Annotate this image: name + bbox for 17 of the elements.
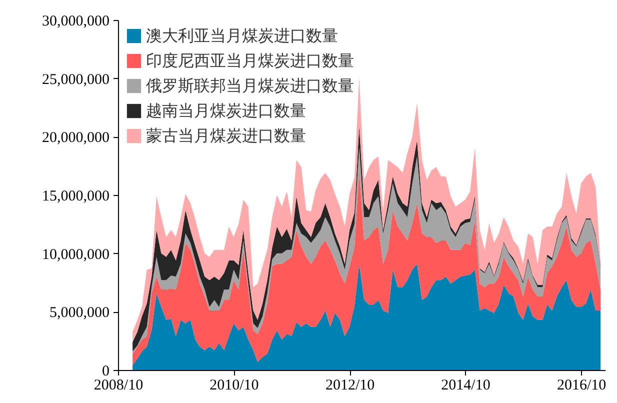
legend-label: 蒙古当月煤炭进口数量 [146,127,306,145]
legend-label: 越南当月煤炭进口数量 [146,102,306,120]
y-tick-label: 20,000,000 [42,130,110,146]
x-tick-label: 2012/10 [325,378,375,394]
y-tick-label: 30,000,000 [42,14,110,30]
x-tick-label: 2014/10 [441,378,490,394]
y-tick-label: 10,000,000 [42,246,110,263]
y-tick-label: 5,000,000 [50,305,110,322]
x-tick-label: 2016/10 [556,378,606,394]
x-tick-label: 2010/10 [210,378,259,394]
x-tick-label: 2008/10 [94,378,144,394]
y-tick-label: 25,000,000 [42,72,110,88]
y-tick-label: 0 [102,364,110,380]
legend-label: 澳大利亚当月煤炭进口数量 [146,27,338,45]
legend-label: 印度尼西亚当月煤炭进口数量 [146,52,354,70]
legend-label: 俄罗斯联邦当月煤炭进口数量 [146,77,354,95]
y-tick-label: 15,000,000 [42,188,110,204]
